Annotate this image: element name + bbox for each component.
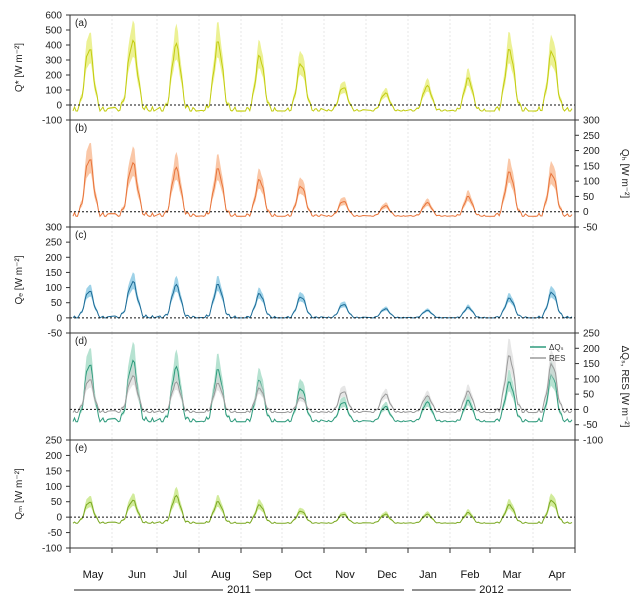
y-tick-label-e-6: 200: [45, 451, 62, 462]
y-axis-label-a: Q* [W m⁻²]: [14, 43, 25, 92]
series-band-d-1: [73, 338, 572, 414]
legend-label-1: RES: [549, 354, 565, 363]
month-label-jan: Jan: [419, 569, 437, 581]
series-line-a-0: [72, 39, 573, 113]
y-tick-label-e-7: 250: [45, 436, 62, 447]
y-axis-label-b: Qₕ [W m⁻²]: [619, 149, 630, 199]
y-tick-label-b-7: 300: [583, 116, 600, 127]
month-label-feb: Feb: [461, 569, 480, 581]
month-label-apr: Apr: [548, 569, 565, 581]
series-line-e-0: [72, 494, 573, 524]
month-label-aug: Aug: [211, 569, 231, 581]
panel-frame-e: [69, 439, 576, 549]
series-band-e-0: [73, 486, 572, 524]
month-label-nov: Nov: [335, 569, 355, 581]
panel-label-b: (b): [75, 123, 87, 134]
legend-label-0: ΔQₛ: [549, 343, 564, 352]
month-label-mar: Mar: [503, 569, 522, 581]
y-tick-label-d-4: 100: [583, 374, 600, 385]
panel-frame-a: [69, 14, 576, 121]
year-label-2012: 2012: [479, 584, 503, 594]
y-tick-label-c-4: 150: [45, 268, 62, 279]
y-tick-label-a-6: 500: [45, 26, 62, 37]
y-tick-label-a-4: 300: [45, 56, 62, 67]
month-label-jun: Jun: [128, 569, 146, 581]
series-band-c-0: [73, 272, 572, 319]
series-line-d-0: [72, 359, 573, 423]
y-axis-label-c: Qₑ [W m⁻²]: [14, 255, 25, 304]
month-label-may: May: [83, 569, 104, 581]
series-band-a-0: [73, 20, 572, 113]
month-label-oct: Oct: [294, 569, 311, 581]
y-tick-label-d-3: 50: [583, 390, 595, 401]
y-tick-label-e-2: 0: [56, 513, 62, 524]
y-tick-label-b-6: 250: [583, 131, 600, 142]
y-tick-label-b-3: 100: [583, 177, 600, 188]
series-band-d-0: [73, 341, 572, 423]
y-tick-label-d-0: -100: [583, 436, 603, 447]
y-tick-label-e-1: -50: [48, 528, 63, 539]
series-band-b-0: [73, 142, 572, 218]
y-tick-label-b-2: 50: [583, 192, 595, 203]
y-axis-label-d: ΔQₛ, RES [W m⁻²]: [619, 346, 630, 428]
y-tick-label-d-2: 0: [583, 405, 589, 416]
y-tick-label-a-3: 200: [45, 71, 62, 82]
y-tick-label-d-1: -50: [583, 420, 598, 431]
y-tick-label-b-0: -50: [583, 223, 598, 234]
panel-frame-b: [69, 119, 576, 228]
series-line-c-0: [72, 280, 573, 319]
month-label-dec: Dec: [377, 569, 397, 581]
y-tick-label-c-5: 200: [45, 253, 62, 264]
year-label-2011: 2011: [227, 584, 251, 594]
y-tick-label-d-5: 150: [583, 359, 600, 370]
y-tick-label-b-4: 150: [583, 161, 600, 172]
panel-frame-d: [69, 332, 576, 441]
y-tick-label-a-5: 400: [45, 41, 62, 52]
y-tick-label-e-5: 150: [45, 466, 62, 477]
panel-label-e: (e): [75, 443, 87, 454]
y-tick-label-c-1: 0: [56, 313, 62, 324]
y-tick-label-b-1: 0: [583, 207, 589, 218]
series-line-d-1: [72, 355, 573, 414]
panel-label-d: (d): [75, 336, 87, 347]
y-tick-label-e-0: -100: [42, 544, 62, 555]
y-tick-label-a-7: 600: [45, 11, 62, 22]
panel-label-a: (a): [75, 18, 87, 29]
y-tick-label-c-6: 250: [45, 238, 62, 249]
y-tick-label-e-3: 50: [51, 497, 63, 508]
y-tick-label-c-2: 50: [51, 298, 63, 309]
series-line-b-0: [72, 159, 573, 218]
y-tick-label-a-1: 0: [56, 101, 62, 112]
y-tick-label-e-4: 100: [45, 482, 62, 493]
panel-label-c: (c): [75, 230, 87, 241]
y-tick-label-a-2: 100: [45, 86, 62, 97]
month-label-sep: Sep: [252, 569, 272, 581]
y-tick-label-d-6: 200: [583, 344, 600, 355]
month-label-jul: Jul: [173, 569, 187, 581]
y-tick-label-c-7: 300: [45, 223, 62, 234]
y-tick-label-d-7: 250: [583, 329, 600, 340]
y-axis-label-e: Qₘ [W m⁻²]: [14, 468, 25, 520]
y-tick-label-c-3: 100: [45, 283, 62, 294]
y-tick-label-a-0: -100: [42, 116, 62, 127]
y-tick-label-c-0: -50: [48, 329, 63, 340]
y-tick-label-b-5: 200: [583, 146, 600, 157]
